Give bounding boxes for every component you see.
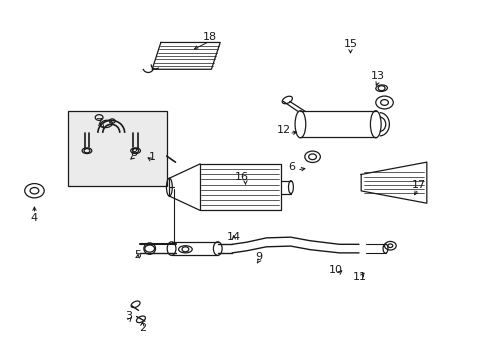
Text: 1: 1	[148, 152, 155, 162]
Text: 18: 18	[202, 32, 216, 42]
Bar	[68, 111, 166, 186]
Text: 13: 13	[370, 71, 385, 81]
Text: 3: 3	[125, 311, 132, 321]
Text: 9: 9	[255, 252, 262, 262]
Text: 7: 7	[95, 118, 102, 128]
Text: 17: 17	[411, 180, 425, 190]
Text: 15: 15	[343, 39, 357, 49]
Text: 8: 8	[130, 148, 137, 158]
Text: 14: 14	[226, 232, 241, 242]
Text: 12: 12	[276, 125, 290, 135]
Text: 2: 2	[139, 323, 145, 333]
Text: 16: 16	[234, 172, 248, 182]
Text: 10: 10	[328, 265, 342, 275]
Text: 5: 5	[134, 250, 141, 260]
Text: 4: 4	[31, 212, 38, 222]
Text: 11: 11	[352, 272, 366, 282]
Text: 6: 6	[288, 162, 295, 172]
